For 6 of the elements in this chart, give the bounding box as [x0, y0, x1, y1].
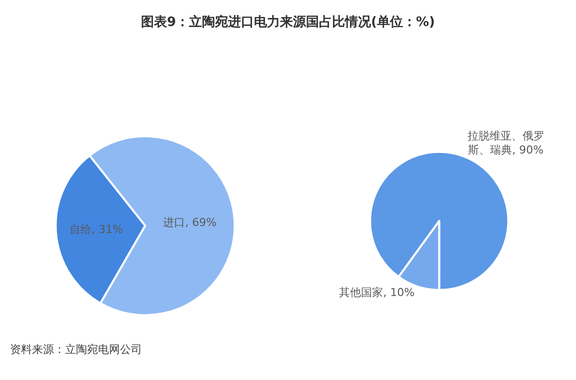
slice-label: 进口, 69% — [163, 216, 217, 229]
slice-label: 拉脱维亚、俄罗斯、瑞典, 90% — [467, 129, 544, 157]
slice-label: 自给, 31% — [70, 222, 124, 236]
slice-label: 其他国家, 10% — [339, 286, 415, 300]
text: 资料来源：立陶宛电网公司 — [10, 343, 142, 356]
text: 图表9：立陶宛进口电力来源国占比情况(单位：%) — [141, 14, 435, 30]
